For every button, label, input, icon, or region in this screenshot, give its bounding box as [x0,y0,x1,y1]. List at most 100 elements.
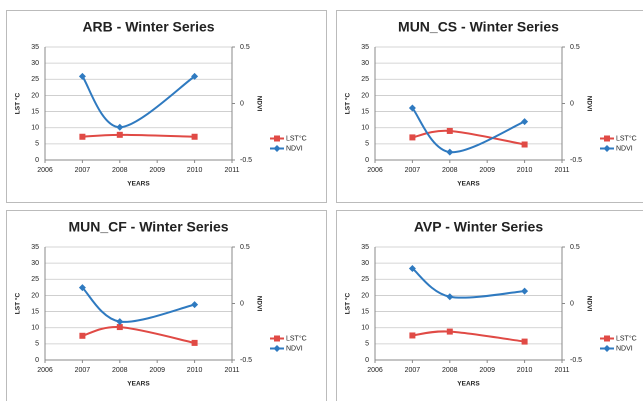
y-tick-label: 10 [31,125,39,132]
y-tick-label: 15 [361,108,369,115]
y-tick-label: 20 [361,292,369,299]
panel-frame [336,210,643,401]
y2-tick-label: -0.5 [570,357,582,364]
y2-axis-label: NDVI [585,96,592,112]
y-tick-label: 10 [361,325,369,332]
legend-marker [604,335,610,342]
x-tick-label: 2008 [442,367,458,374]
y-axis-label: LST °C [14,293,22,315]
y-tick-label: 20 [361,92,369,99]
y2-axis-label: NDVI [585,296,592,312]
legend-marker [603,145,611,152]
legend-label: NDVI [616,345,633,352]
legend-label: NDVI [286,345,303,352]
marker [446,148,454,156]
y-tick-label: 5 [365,141,369,148]
y2-axis-label: NDVI [255,96,262,112]
marker [408,264,416,272]
x-tick-label: 2007 [405,367,421,374]
x-tick-label: 2009 [479,167,495,174]
y-tick-label: 0 [35,157,39,164]
y-tick-label: 5 [35,141,39,148]
legend-marker [604,135,610,142]
y2-tick-label: -0.5 [240,357,252,364]
marker [191,339,198,346]
y2-axis-label: NDVI [255,296,262,312]
legend-label: LST°C [616,334,637,342]
marker [78,284,86,292]
x-tick-label: 2011 [554,167,569,174]
x-tick-label: 2007 [75,167,91,174]
legend-label: NDVI [286,145,303,152]
marker [79,133,86,140]
marker [79,332,86,339]
x-tick-label: 2008 [112,367,128,374]
y-tick-label: 15 [361,308,369,315]
x-tick-label: 2006 [37,167,53,174]
x-tick-label: 2011 [554,367,569,374]
x-tick-label: 2010 [517,367,533,374]
y-tick-label: 35 [31,244,39,251]
y-tick-label: 30 [361,260,369,267]
y2-tick-label: 0 [570,100,574,107]
y-tick-label: 10 [31,325,39,332]
legend-label: LST°C [616,134,637,142]
x-tick-label: 2009 [149,167,165,174]
x-axis-label: YEARS [457,381,480,388]
legend-marker [273,345,281,352]
marker [191,133,198,140]
marker [78,72,86,80]
panel-frame [6,210,327,401]
y-tick-label: 25 [361,76,369,83]
x-tick-label: 2011 [224,367,239,374]
x-tick-label: 2011 [224,167,239,174]
x-axis-label: YEARS [127,181,150,188]
y2-tick-label: 0.5 [240,244,250,251]
y-tick-label: 5 [365,341,369,348]
y2-tick-label: -0.5 [240,157,252,164]
legend-marker [273,145,281,152]
legend-marker [274,335,280,342]
y-tick-label: 20 [31,92,39,99]
marker [521,287,529,295]
x-tick-label: 2010 [187,367,203,374]
y-axis-label: LST °C [14,93,22,115]
legend-marker [603,345,611,352]
y-tick-label: 30 [361,60,369,67]
marker [521,141,528,148]
y-tick-label: 15 [31,108,39,115]
y-tick-label: 30 [31,60,39,67]
x-tick-label: 2009 [149,367,165,374]
chart-title: MUN_CF - Winter Series [68,219,228,235]
chart-panel: AVP - Winter Series 0 5 10 15 20 25 30 35 -0.5 0 0.… [336,210,643,401]
marker [409,134,416,141]
y-tick-label: 0 [35,357,39,364]
marker [116,131,123,138]
y-tick-label: 35 [31,44,39,51]
marker [408,104,416,112]
y-tick-label: 25 [31,76,39,83]
chart-panel: MUN_CS - Winter Series 0 5 10 15 20 25 30 35 -0.5… [336,10,643,203]
x-tick-label: 2006 [37,367,53,374]
marker [521,338,528,345]
panel-frame [6,10,327,203]
y-tick-label: 0 [365,157,369,164]
x-tick-label: 2006 [367,167,383,174]
x-tick-label: 2009 [479,367,495,374]
y-tick-label: 15 [31,308,39,315]
x-tick-label: 2008 [442,167,458,174]
marker [116,123,124,131]
chart-title: ARB - Winter Series [82,19,214,35]
x-axis-label: YEARS [457,181,480,188]
chart-title: MUN_CS - Winter Series [398,19,559,35]
marker [446,328,453,335]
y-tick-label: 30 [31,260,39,267]
x-tick-label: 2006 [367,367,383,374]
y-tick-label: 25 [361,276,369,283]
y2-tick-label: 0.5 [240,44,250,51]
x-tick-label: 2007 [75,367,91,374]
legend-label: NDVI [616,145,633,152]
x-axis-label: YEARS [127,381,150,388]
y-axis-label: LST °C [344,293,352,315]
